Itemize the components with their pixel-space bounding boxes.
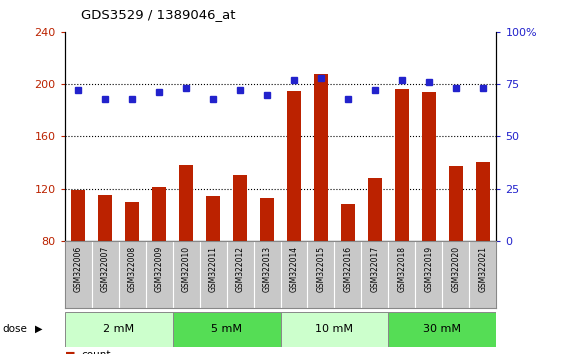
- Text: ■: ■: [65, 350, 75, 354]
- Bar: [287, 91, 301, 241]
- Text: GSM322008: GSM322008: [127, 246, 136, 292]
- Bar: [98, 195, 112, 241]
- Bar: [341, 204, 356, 241]
- Text: GSM322012: GSM322012: [236, 246, 245, 292]
- Text: GSM322011: GSM322011: [209, 246, 218, 292]
- Bar: [178, 165, 194, 241]
- Bar: [389, 312, 496, 347]
- Bar: [260, 198, 274, 241]
- Bar: [71, 190, 85, 241]
- Bar: [367, 178, 383, 241]
- Text: GSM322021: GSM322021: [479, 246, 488, 292]
- Text: GSM322006: GSM322006: [73, 246, 82, 292]
- Text: GSM322009: GSM322009: [154, 246, 163, 292]
- Bar: [173, 312, 280, 347]
- Bar: [233, 176, 247, 241]
- Bar: [394, 89, 410, 241]
- Text: GSM322010: GSM322010: [182, 246, 191, 292]
- Bar: [421, 92, 436, 241]
- Text: 30 mM: 30 mM: [424, 324, 462, 334]
- Text: GSM322007: GSM322007: [100, 246, 109, 292]
- Bar: [205, 196, 220, 241]
- Bar: [476, 162, 490, 241]
- Text: 2 mM: 2 mM: [103, 324, 134, 334]
- Bar: [280, 312, 388, 347]
- Bar: [65, 312, 173, 347]
- Text: 5 mM: 5 mM: [211, 324, 242, 334]
- Text: GSM322020: GSM322020: [452, 246, 461, 292]
- Text: dose: dose: [3, 324, 27, 334]
- Bar: [449, 166, 463, 241]
- Bar: [125, 201, 140, 241]
- Text: GSM322013: GSM322013: [263, 246, 272, 292]
- Text: GSM322015: GSM322015: [316, 246, 325, 292]
- Text: GSM322019: GSM322019: [425, 246, 434, 292]
- Bar: [314, 74, 328, 241]
- Text: ▶: ▶: [35, 324, 42, 334]
- Text: 10 mM: 10 mM: [315, 324, 353, 334]
- Text: GSM322018: GSM322018: [398, 246, 407, 292]
- Text: GSM322016: GSM322016: [343, 246, 352, 292]
- Text: GSM322014: GSM322014: [289, 246, 298, 292]
- Text: count: count: [81, 350, 111, 354]
- Text: GSM322017: GSM322017: [370, 246, 379, 292]
- Bar: [151, 187, 167, 241]
- Text: GDS3529 / 1389046_at: GDS3529 / 1389046_at: [81, 8, 236, 21]
